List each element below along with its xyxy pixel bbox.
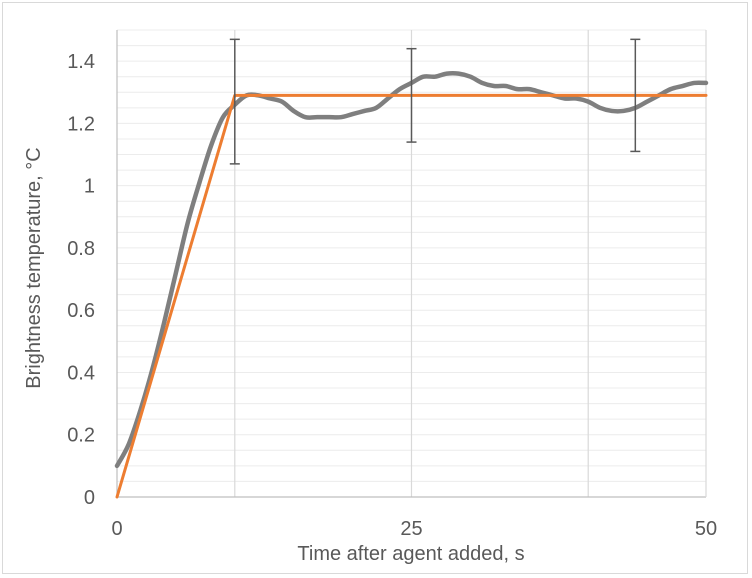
- x-tick-label: 50: [695, 518, 717, 540]
- y-tick-label: 1.2: [67, 113, 95, 135]
- x-tick-labels: 0 25 50: [111, 518, 717, 540]
- error-bars: [229, 38, 641, 165]
- y-tick-label: 1.4: [67, 51, 95, 73]
- x-tick-label: 0: [111, 518, 122, 540]
- y-tick-label: 1: [84, 176, 95, 198]
- y-tick-label: 0.6: [67, 300, 95, 322]
- y-tick-labels: 0 0.2 0.4 0.6 0.8 1 1.2 1.4: [67, 51, 95, 509]
- y-tick-label: 0.2: [67, 425, 95, 447]
- y-tick-label: 0: [84, 487, 95, 509]
- y-tick-label: 0.8: [67, 238, 95, 260]
- x-axis-title: Time after agent added, s: [297, 543, 524, 565]
- y-axis-title: Brightness temperature, °C: [23, 147, 45, 388]
- axes: [116, 30, 707, 498]
- y-tick-label: 0.4: [67, 362, 95, 384]
- x-tick-label: 25: [400, 518, 422, 540]
